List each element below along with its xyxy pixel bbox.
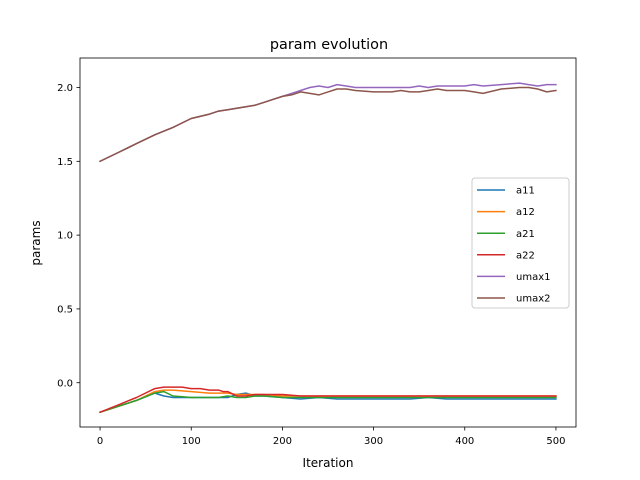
legend-box [471,177,570,309]
y-tick-label: 0.0 [57,378,73,389]
legend-label-a22: a22 [516,250,535,261]
legend-label-umax2: umax2 [516,294,551,305]
x-axis-ticks: 0 100 200 300 400 500 [97,427,565,447]
x-tick-label: 300 [364,436,383,447]
series-line-a21 [99,390,557,414]
plot-area-frame [79,57,577,428]
legend-label-a12: a12 [516,207,535,218]
legend-label-a11: a11 [516,186,535,197]
y-axis-label: params [29,220,43,265]
y-axis-ticks: 0.0 0.5 1.0 1.5 2.0 [57,83,80,389]
x-tick-label: 500 [546,436,565,447]
series-line-umax2 [99,86,557,163]
x-tick-label: 100 [182,436,201,447]
y-tick-label: 2.0 [57,83,73,94]
y-tick-label: 1.5 [57,157,73,168]
x-tick-label: 0 [97,436,103,447]
series-line-a11 [99,392,557,414]
x-tick-label: 400 [455,436,474,447]
series-line-a22 [99,386,557,414]
x-tick-label: 200 [273,436,292,447]
legend-label-a21: a21 [516,229,535,240]
legend: a11 a12 a21 a22 umax1 umax2 [471,177,570,309]
chart-title: param evolution [270,37,388,53]
legend-label-umax1: umax1 [516,272,551,283]
y-tick-label: 1.0 [57,231,73,242]
series-lines [99,82,557,414]
x-axis-label: Iteration [303,456,354,470]
y-tick-label: 0.5 [57,305,73,316]
